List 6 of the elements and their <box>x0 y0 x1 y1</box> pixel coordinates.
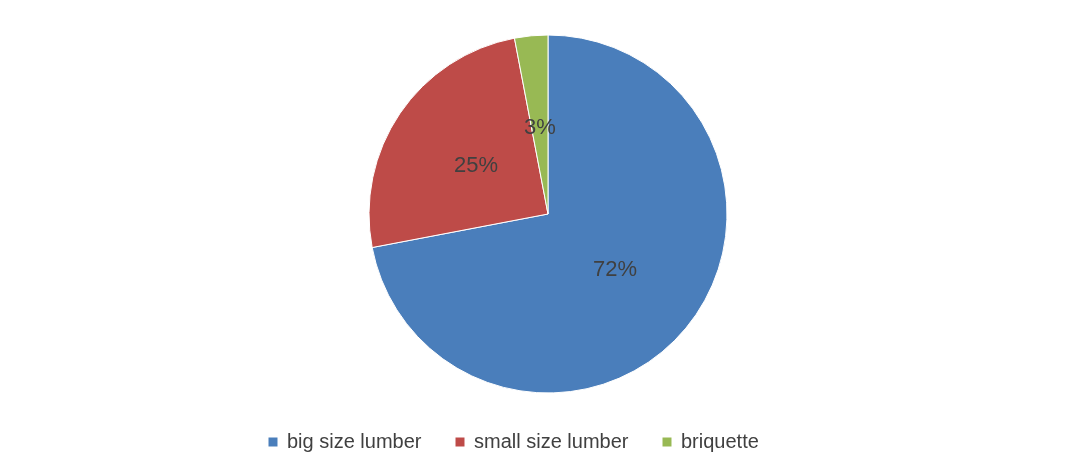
data-label: 25% <box>454 152 499 178</box>
pie-slice <box>371 34 728 394</box>
legend-label: briquette <box>681 430 759 452</box>
legend-label: small size lumber <box>474 430 629 452</box>
legend-label: big size lumber <box>287 430 422 452</box>
data-label: 72% <box>593 256 638 282</box>
